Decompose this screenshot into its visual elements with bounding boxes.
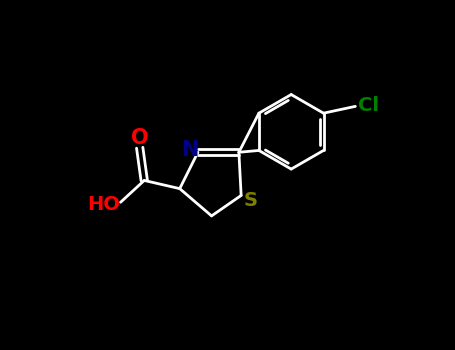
Text: Cl: Cl [358, 96, 379, 115]
Text: S: S [243, 190, 257, 210]
Text: O: O [131, 128, 148, 148]
Text: HO: HO [87, 195, 120, 214]
Text: N: N [181, 140, 198, 160]
